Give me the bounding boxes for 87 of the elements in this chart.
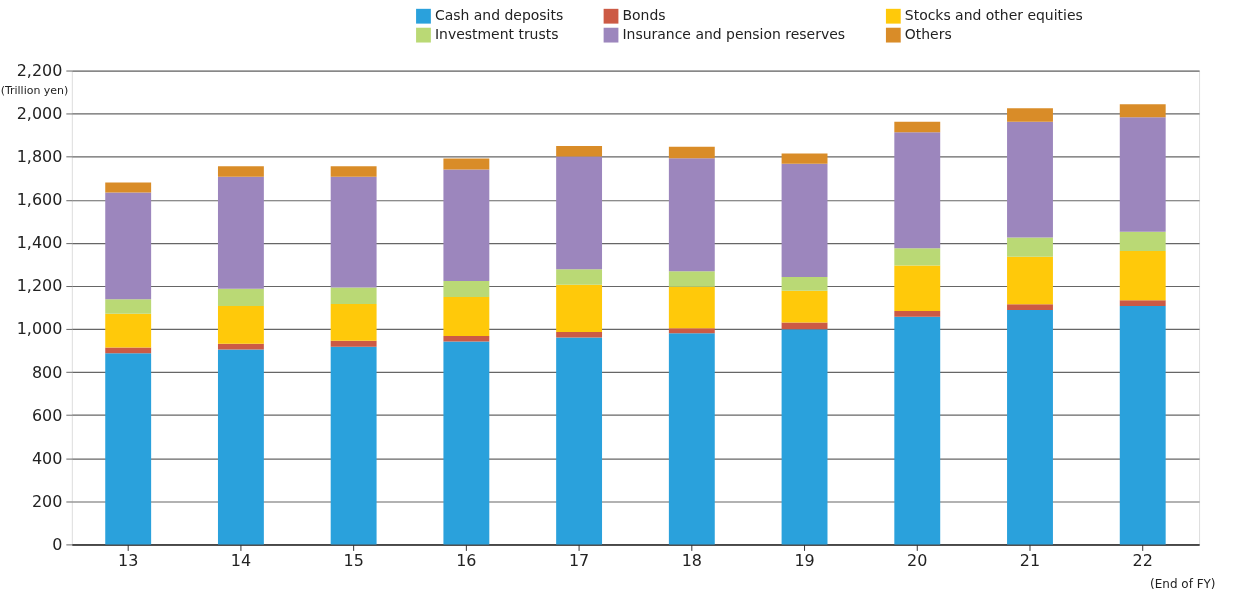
bar (443, 169, 490, 281)
x-tick-label: 20 (907, 550, 928, 570)
legend-label: Others (904, 26, 952, 43)
bar (217, 349, 264, 545)
x-tick-label: 15 (343, 550, 364, 570)
legend-label: Bonds (622, 7, 666, 24)
bar (1007, 310, 1053, 545)
bar (894, 132, 941, 249)
y-tick-label: 1,000 (16, 319, 63, 339)
bar (330, 304, 377, 341)
bar (556, 332, 603, 338)
y-tick-label: 600 (31, 405, 63, 425)
y-tick-label: 400 (31, 448, 63, 468)
x-tick-label: 19 (794, 550, 815, 570)
bar (894, 316, 941, 545)
bar (105, 353, 152, 545)
bar (668, 286, 715, 329)
y-tick-label: 1,800 (16, 147, 63, 167)
bar (894, 265, 941, 311)
bar (556, 269, 603, 285)
y-tick-label: 1,600 (16, 190, 63, 210)
x-axis-title: (End of FY) (1150, 576, 1216, 591)
y-tick-label: 200 (31, 491, 63, 511)
bar (668, 328, 715, 334)
bar (443, 341, 490, 545)
bar (668, 333, 715, 545)
bar (668, 146, 715, 159)
bar (781, 163, 828, 278)
bar (894, 121, 941, 133)
y-tick-label: 2,000 (16, 104, 63, 124)
y-tick-label: 2,200 (16, 61, 63, 81)
bar (105, 299, 152, 314)
x-tick-label: 14 (230, 550, 252, 570)
bar (443, 335, 490, 342)
bar (443, 280, 490, 297)
x-tick-label: 21 (1019, 550, 1041, 570)
y-tick-label: 1,400 (16, 233, 63, 253)
bar (781, 329, 828, 545)
bar (1119, 251, 1166, 301)
y-tick-label: 800 (31, 362, 63, 382)
legend-label: Stocks and other equities (904, 7, 1083, 24)
y-axis-title: (Trillion yen) (0, 83, 69, 97)
bar (556, 156, 603, 270)
bar (330, 176, 377, 288)
bar (217, 166, 264, 177)
bar (105, 192, 152, 300)
bar (556, 145, 603, 157)
bar (668, 158, 715, 272)
bar (781, 277, 828, 291)
bar (1119, 300, 1166, 306)
x-tick-label: 13 (118, 550, 139, 570)
bar (330, 287, 377, 305)
bar (1119, 231, 1166, 252)
legend-label: Investment trusts (434, 26, 559, 43)
bar (217, 305, 264, 344)
x-tick-label: 16 (456, 550, 477, 570)
bar (443, 158, 490, 170)
bar (330, 340, 377, 347)
bar (668, 271, 715, 287)
x-tick-label: 22 (1132, 550, 1153, 570)
bar (105, 182, 152, 193)
legend-label: Cash and deposits (434, 7, 564, 24)
bar (1007, 237, 1053, 257)
x-tick-label: 17 (568, 550, 590, 570)
bar (217, 288, 264, 306)
bar (330, 166, 377, 177)
bar (330, 346, 377, 545)
bar (1007, 256, 1053, 305)
bar (1119, 117, 1166, 232)
bar (443, 296, 490, 336)
bar (217, 176, 264, 289)
bar (1119, 305, 1166, 545)
x-tick-label: 18 (681, 550, 702, 570)
bar (105, 313, 152, 348)
bar (781, 290, 828, 323)
bar (894, 310, 941, 317)
bar (781, 153, 828, 164)
bar (1007, 108, 1053, 122)
bar (1119, 104, 1166, 118)
bar (556, 337, 603, 545)
bar (556, 284, 603, 333)
y-tick-label: 0 (52, 534, 63, 554)
bar (1007, 304, 1053, 311)
legend-label: Insurance and pension reserves (622, 26, 846, 43)
bar (1007, 121, 1053, 238)
y-tick-label: 1,200 (16, 276, 63, 296)
bar (894, 248, 941, 266)
